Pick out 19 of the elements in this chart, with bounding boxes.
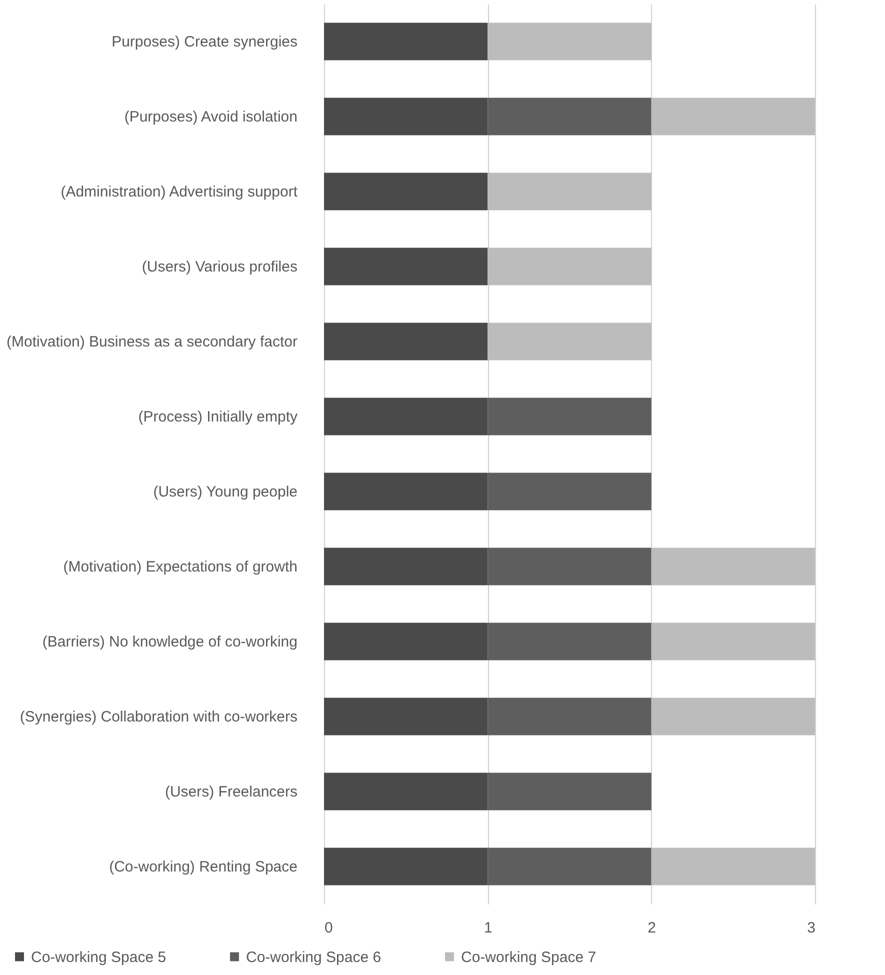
legend-label: Co-working Space 5 [31, 948, 166, 966]
y-tick-label: (Users) Freelancers [164, 784, 298, 800]
x-tick-label: 0 [324, 920, 333, 936]
x-tick-label: 3 [807, 920, 816, 936]
y-tick-label: Purposes) Create synergies [112, 34, 298, 50]
y-tick-label: (Motivation) Expectations of growth [63, 558, 298, 576]
y-tick-label: (Co-working) Renting Space [109, 858, 298, 876]
y-tick-label: (Users) Various profiles [142, 258, 298, 276]
y-tick-label: (Synergies) Collaboration with co-workers [20, 708, 298, 726]
y-tick-label: (Motivation) Business as a secondary factor [6, 334, 298, 350]
legend-label: Co-working Space 6 [246, 948, 382, 966]
y-tick-label: (Administration) Advertising support [60, 184, 298, 200]
x-tick-label: 2 [648, 920, 656, 936]
y-tick-label: (Users) Young people [153, 484, 298, 500]
legend-label: Co-working Space 7 [461, 948, 596, 966]
y-tick-label: (Barriers) No knowledge of co-working [42, 634, 298, 650]
x-tick-label: 1 [484, 920, 492, 936]
y-tick-label: (Process) Initially empty [138, 408, 298, 426]
y-tick-label: (Purposes) Avoid isolation [124, 108, 298, 126]
